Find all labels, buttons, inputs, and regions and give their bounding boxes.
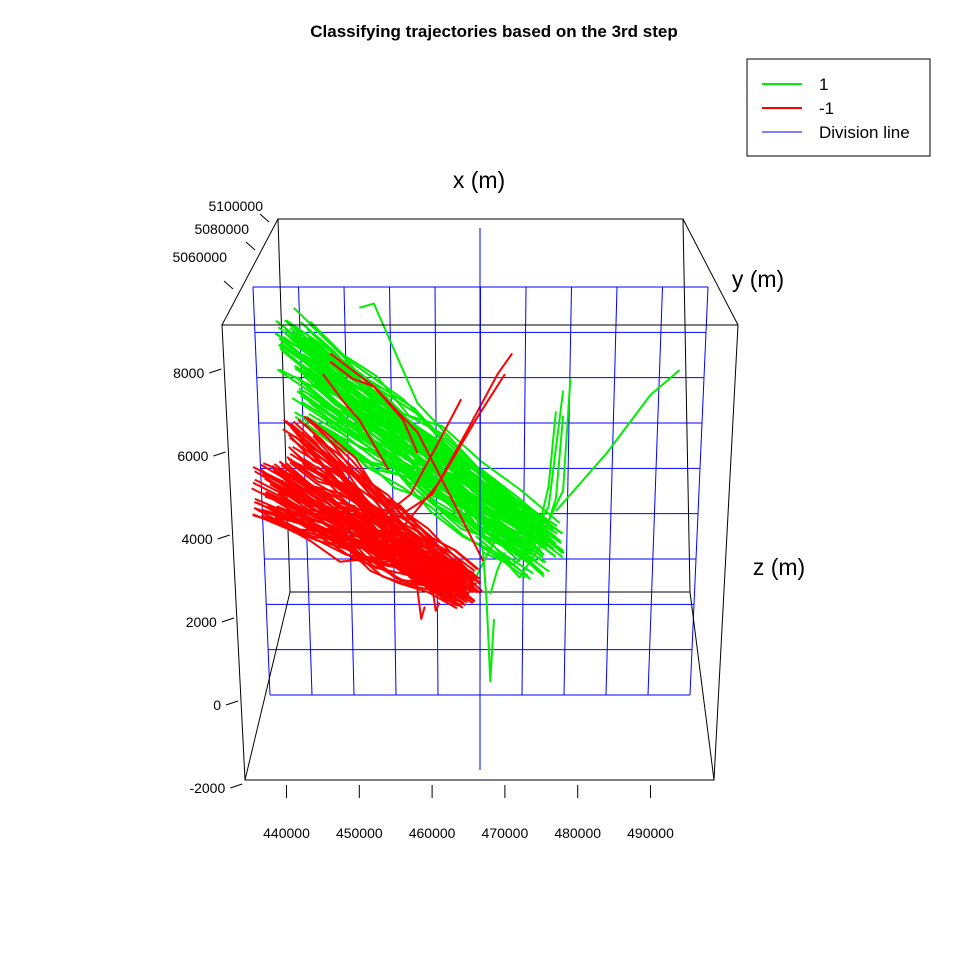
x-tick-label: 460000 bbox=[409, 825, 456, 841]
y-tick-label: 5060000 bbox=[172, 249, 227, 265]
series-1-trajectory bbox=[555, 369, 681, 512]
series-minus1-trajectory bbox=[373, 398, 463, 525]
series-1-trajectory bbox=[291, 397, 530, 551]
y-tick-label: 5080000 bbox=[194, 221, 249, 237]
plane-grid-line bbox=[647, 286, 663, 696]
series-minus1-trajectory bbox=[329, 360, 419, 454]
series-1-trajectory bbox=[359, 302, 521, 512]
plane-grid-line bbox=[605, 286, 618, 696]
z-axis-ticks: -2000 0 2000 4000 6000 8000 bbox=[173, 365, 243, 796]
series-minus1-trajectories bbox=[251, 352, 514, 620]
y-axis-ticks: 5060000 5080000 5100000 bbox=[172, 198, 270, 290]
series-minus1-trajectory bbox=[423, 564, 441, 612]
series-1-trajectory bbox=[315, 375, 526, 552]
x-tick-label: 490000 bbox=[627, 825, 674, 841]
legend: 1 -1 Division line bbox=[746, 58, 931, 157]
series-1-trajectory bbox=[475, 415, 565, 579]
plot-box-front bbox=[221, 218, 739, 781]
x-tick-label: 470000 bbox=[482, 825, 529, 841]
plane-grid-line bbox=[563, 286, 572, 696]
x-tick-label: 450000 bbox=[336, 825, 383, 841]
legend-label: -1 bbox=[819, 99, 834, 118]
plane-grid-line bbox=[389, 286, 397, 696]
z-tick-mark bbox=[225, 700, 239, 706]
z-tick-label: 8000 bbox=[173, 365, 204, 381]
box-edge bbox=[682, 218, 739, 326]
z-tick-label: -2000 bbox=[189, 780, 225, 796]
series-minus1-trajectory bbox=[289, 461, 474, 604]
x-axis-ticks: 440000 450000 460000 470000 480000 490000 bbox=[263, 785, 674, 841]
series-minus1-trajectory bbox=[303, 423, 466, 590]
series-minus1-trajectory bbox=[290, 423, 470, 576]
series-1-trajectory bbox=[452, 485, 491, 541]
y-tick-label: 5100000 bbox=[208, 198, 263, 214]
y-tick-mark bbox=[223, 280, 234, 290]
series-1-trajectory bbox=[293, 307, 528, 525]
z-tick-mark bbox=[213, 451, 226, 457]
z-tick-label: 0 bbox=[213, 697, 221, 713]
series-minus1-trajectory bbox=[409, 556, 426, 620]
legend-label: Division line bbox=[819, 123, 910, 142]
series-1-trajectory bbox=[519, 378, 572, 537]
series-minus1-trajectory bbox=[282, 419, 465, 601]
z-tick-mark bbox=[230, 783, 243, 789]
z-tick-mark bbox=[209, 368, 222, 374]
series-1-trajectory bbox=[319, 403, 525, 548]
z-tick-mark bbox=[221, 617, 235, 623]
legend-label: 1 bbox=[819, 75, 828, 94]
series-1-trajectory bbox=[293, 375, 543, 558]
plane-grid-line bbox=[521, 286, 527, 696]
x-axis-label: x (m) bbox=[453, 167, 505, 193]
x-tick-label: 440000 bbox=[263, 825, 310, 841]
series-minus1-trajectory bbox=[294, 435, 456, 592]
box-edge bbox=[689, 591, 715, 781]
z-axis-label: z (m) bbox=[753, 554, 805, 580]
series-minus1-trajectory bbox=[322, 373, 390, 471]
x-tick-label: 480000 bbox=[554, 825, 601, 841]
series-1-trajectory bbox=[474, 510, 495, 683]
z-tick-label: 4000 bbox=[182, 531, 213, 547]
series-minus1-trajectory bbox=[262, 473, 454, 599]
series-minus1-trajectory bbox=[329, 352, 484, 562]
z-tick-label: 2000 bbox=[186, 614, 217, 630]
series-minus1-trajectory bbox=[272, 509, 458, 603]
series-minus1-trajectory bbox=[267, 517, 449, 591]
y-tick-mark bbox=[245, 241, 256, 251]
series-minus1-trajectory bbox=[394, 373, 506, 537]
series-minus1-trajectory bbox=[380, 352, 514, 529]
plane-grid-line bbox=[689, 286, 709, 696]
y-tick-mark bbox=[259, 213, 270, 223]
series-1-trajectory bbox=[504, 390, 565, 546]
z-tick-label: 6000 bbox=[177, 448, 208, 464]
series-1-trajectory bbox=[298, 387, 545, 547]
box-edge bbox=[244, 591, 291, 781]
series-1-trajectory bbox=[285, 319, 561, 524]
plane-grid-line bbox=[252, 286, 271, 696]
z-tick-mark bbox=[217, 534, 230, 540]
series-1-trajectory bbox=[489, 552, 506, 595]
series-minus1-trajectory bbox=[319, 452, 480, 571]
y-axis-label: y (m) bbox=[732, 266, 784, 292]
series-1-trajectory bbox=[300, 400, 549, 544]
series-1-trajectory bbox=[482, 411, 557, 566]
box-edge bbox=[221, 218, 279, 326]
chart-title: Classifying trajectories based on the 3r… bbox=[310, 22, 678, 41]
